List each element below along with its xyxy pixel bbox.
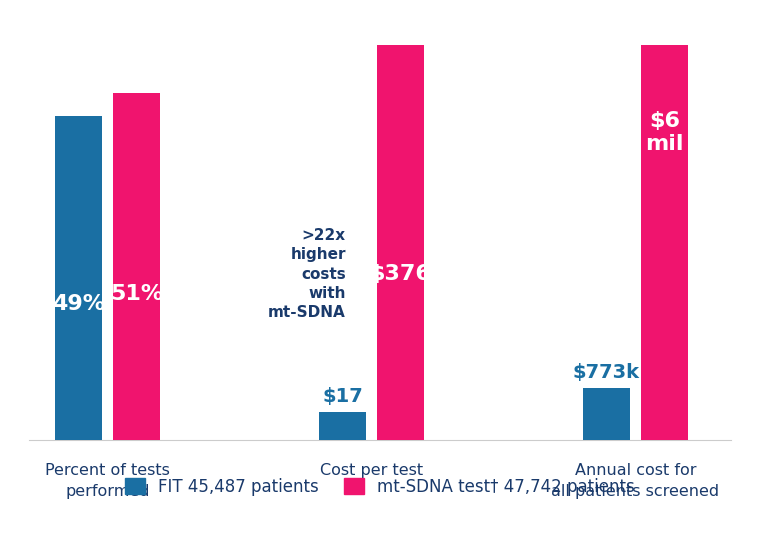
Legend: FIT 45,487 patients, mt-SDNA test† 47,742 patients: FIT 45,487 patients, mt-SDNA test† 47,74… [119,471,641,502]
Text: Cost per test: Cost per test [320,463,423,478]
Bar [318,412,366,439]
Bar [641,45,689,439]
Text: $17: $17 [322,387,363,406]
Bar [583,388,630,439]
Text: 51%: 51% [110,284,163,304]
Text: $773k: $773k [573,363,640,383]
Text: Percent of tests
performed: Percent of tests performed [45,463,170,499]
Bar [55,116,103,439]
Bar [377,45,424,439]
Text: $6
mil: $6 mil [645,110,684,154]
Bar [112,93,160,439]
Text: >22x
higher
costs
with
mt-SDNA: >22x higher costs with mt-SDNA [268,228,346,320]
Text: 49%: 49% [52,294,105,314]
Text: $376: $376 [369,264,432,284]
Text: Annual cost for
all patients screened: Annual cost for all patients screened [551,463,720,499]
